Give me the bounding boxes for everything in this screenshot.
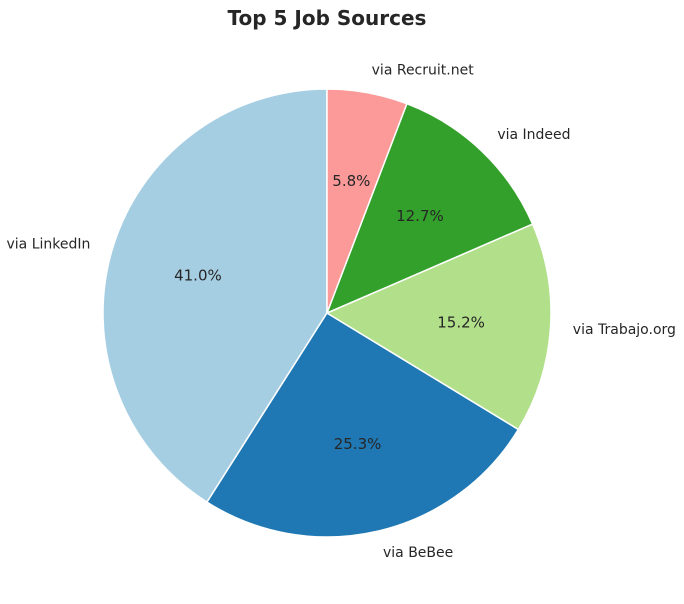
pie-slice-via-bebee xyxy=(206,312,520,538)
percent-label-via-trabajo-org: 15.2% xyxy=(437,313,485,331)
percent-label-via-bebee: 25.3% xyxy=(334,435,382,453)
pie-slice-via-recruit-net xyxy=(326,88,408,314)
category-labels: via LinkedIn via BeBee via Trabajo.org via … xyxy=(6,63,675,561)
pie-slices xyxy=(102,88,552,538)
category-label-via-bebee: via BeBee xyxy=(383,545,453,561)
pie-slice-via-indeed xyxy=(326,102,534,314)
percent-label-via-recruit-net: 5.8% xyxy=(332,172,370,190)
pie-slice-via-linkedin xyxy=(102,88,328,503)
percentage-labels: 41.0% 25.3% 15.2% 12.7% 5.8% xyxy=(174,172,485,453)
category-label-via-recruit-net: via Recruit.net xyxy=(372,63,475,79)
category-label-via-linkedin: via LinkedIn xyxy=(6,236,90,252)
category-label-via-trabajo-org: via Trabajo.org xyxy=(573,322,676,338)
category-label-via-indeed: via Indeed xyxy=(497,127,570,143)
pie-slice-via-trabajo-org xyxy=(326,223,552,431)
percent-label-via-indeed: 12.7% xyxy=(396,207,444,225)
percent-label-via-linkedin: 41.0% xyxy=(174,267,222,285)
chart-title: Top 5 Job Sources xyxy=(228,6,427,30)
